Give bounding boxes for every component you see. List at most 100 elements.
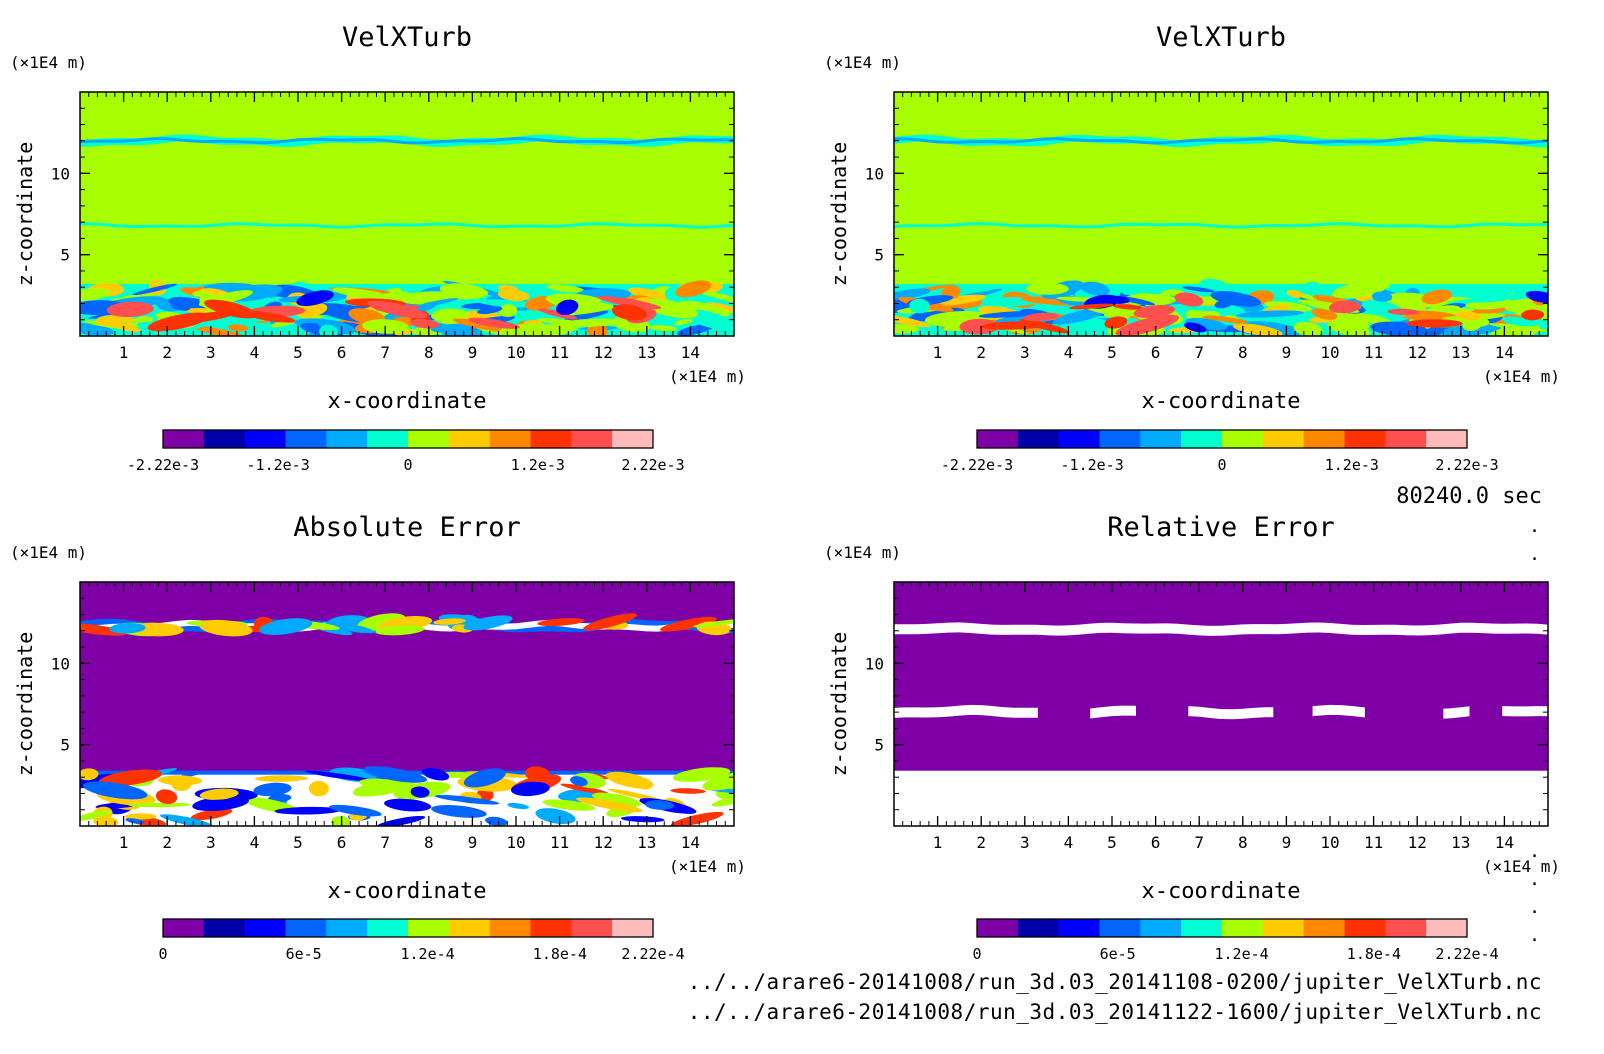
turb-eddy [227,324,249,332]
colorbar-segment [1181,430,1223,448]
x-tick-label: 12 [594,343,613,362]
turb-eddy [1169,304,1224,312]
turb-eddy-strong [1108,296,1130,304]
colorbar-label: -1.2e-3 [1061,456,1124,474]
y-tick-label: 10 [865,654,884,673]
x-tick-label: 10 [1320,833,1339,852]
y-tick-label: 5 [874,736,884,755]
x-tick-label: 11 [1364,833,1383,852]
turb-eddy [1327,321,1371,336]
turb-eddy-strong [1104,316,1128,329]
plot-area [894,582,1548,826]
x-tick-label: 13 [1451,833,1470,852]
error-blob-lower [362,766,428,783]
colorbar-label: 1.2e-4 [1215,945,1269,963]
colorbar-label: -1.2e-3 [247,456,310,474]
turb-eddy [452,318,516,333]
colorbar-segment [489,919,531,937]
error-blob-lower [560,783,610,795]
colorbar-segment [977,919,1019,937]
colorbar-segment [1099,919,1141,937]
turb-band-mid [80,222,734,229]
colorbar-label: 1.2e-3 [511,456,565,474]
turb-eddy-strong [611,304,648,321]
error-blob-lower [670,788,706,794]
turb-eddy [477,306,503,315]
x-tick-label: 14 [681,833,700,852]
x-tick-label: 1 [119,833,129,852]
turb-eddy [1457,297,1507,303]
turb-eddy [80,288,111,302]
error-blob-lower [592,792,642,807]
error-blob-lower [358,778,398,789]
x-tick-label: 6 [337,343,347,362]
colorbar-segment [285,430,327,448]
turb-eddy-strong [1184,322,1207,333]
colorbar-segment [1017,919,1060,937]
error-blob-lower [124,813,157,820]
x-tick-label: 1 [933,833,943,852]
turb-band-upper-core [894,137,1548,145]
turb-eddy [894,315,931,328]
error-blob-upper [463,615,513,631]
colorbar-label: 2.22e-3 [621,456,684,474]
colorbar-segment [163,430,205,448]
colorbar-frame [976,429,1468,449]
y-unit-label: (×1E4 m) [10,543,87,562]
colorbar-segment [326,919,368,937]
turb-eddy-strong [538,308,578,320]
x-tick-label: 2 [976,833,986,852]
error-blob-lower [711,793,734,807]
x-tick-label: 3 [1020,343,1030,362]
turb-eddy [1025,282,1069,295]
dot-marks-lower: .... [1529,841,1540,946]
x-tick-label: 14 [1495,833,1514,852]
plot-frame [79,91,735,337]
x-tick-label: 8 [424,343,434,362]
colorbar-segment [1426,919,1468,937]
x-tick-label: 9 [468,343,478,362]
colorbar-segment [1017,430,1060,448]
colorbar-segment [1058,919,1100,937]
error-blob-lower [155,789,178,805]
turb-eddy-strong [597,296,662,310]
error-blob-lower [535,808,576,825]
error-blob-lower [384,798,432,812]
turb-eddy-strong [1022,312,1060,322]
x-tick-label: 2 [162,343,172,362]
colorbar-segment [326,430,368,448]
turb-eddy-strong [1133,304,1176,318]
turb-eddy-strong [1328,300,1361,314]
turb-eddy [158,320,221,336]
colorbar-label: -2.22e-3 [127,456,199,474]
rel-band-gap [1273,695,1313,729]
turb-eddy [1286,289,1304,298]
error-blob-lower [98,769,163,787]
colorbar-segment [163,919,205,937]
chart-panel-1: VelXTurb(×1E4 m)1 2 3 4 5 6 7 8 9 10 11 12 13 14510(×… [10,22,746,474]
y-tick-label: 5 [874,246,884,265]
plot-frame [893,91,1549,337]
x-tick-label: 3 [206,343,216,362]
turb-eddy [978,310,1046,318]
colorbar-segment [244,430,286,448]
turb-eddy [1236,310,1304,318]
colorbar-segment [1426,430,1468,448]
x-tick-label: 10 [1320,343,1339,362]
turb-eddy [894,288,931,300]
plot-area [80,582,734,826]
error-blob-lower [434,794,500,805]
colorbar-segment [1262,430,1305,448]
error-blob-lower [254,775,309,782]
colorbar-segment [408,919,450,937]
rel-band-gap [1135,695,1189,729]
error-blob-lower [485,816,508,826]
x-tick-label: 13 [1451,343,1470,362]
error-blob-upper [693,618,734,628]
colorbar-segment [448,430,491,448]
colorbar-label: 6e-5 [1100,945,1136,963]
turb-eddy [1080,281,1110,296]
turb-eddy [641,298,699,319]
x-tick-label: 11 [550,833,569,852]
